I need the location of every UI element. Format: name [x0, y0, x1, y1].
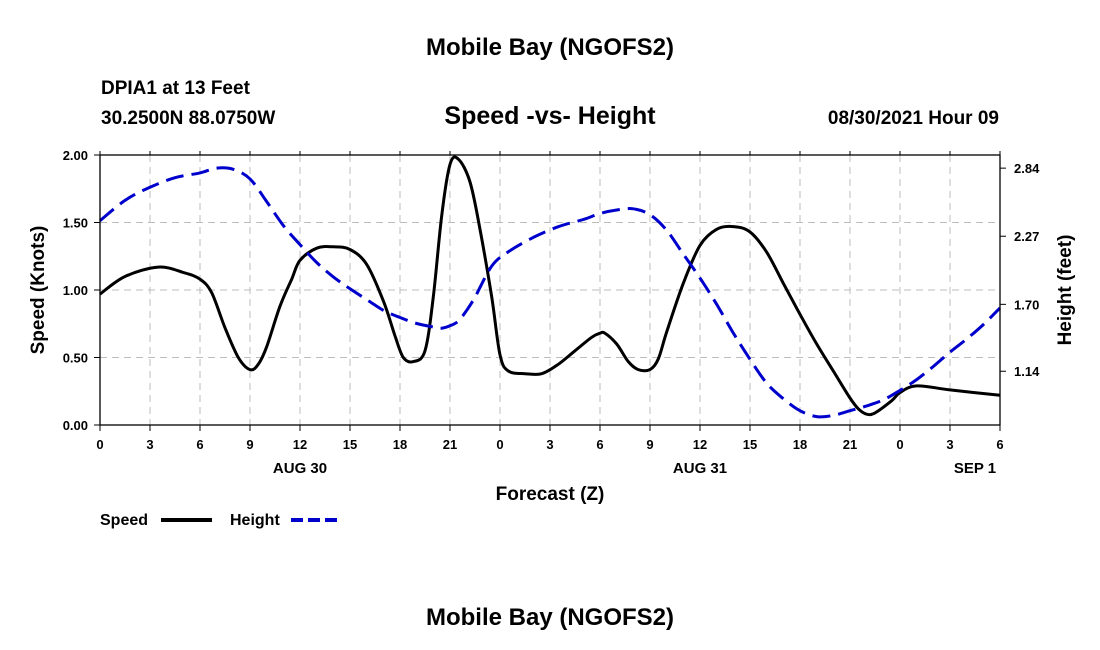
x-axis-label: Forecast (Z): [496, 484, 605, 505]
x-tick-label: 6: [196, 437, 203, 452]
x-date-label: AUG 31: [673, 460, 727, 477]
y-tick-label: 0.50: [63, 351, 88, 366]
x-date-label: AUG 30: [273, 460, 327, 477]
legend-speed-label: Speed: [100, 512, 148, 529]
x-tick-label: 15: [743, 437, 757, 452]
station-coordinates: 30.2500N 88.0750W: [101, 108, 275, 129]
y-tick-label: 1.50: [63, 216, 88, 231]
x-tick-label: 9: [246, 437, 253, 452]
y-axis-label: Speed (Knots): [28, 226, 49, 355]
forecast-datetime: 08/30/2021 Hour 09: [828, 108, 999, 129]
y2-tick-label: 2.84: [1014, 161, 1040, 176]
y-tick-label: 1.00: [63, 283, 88, 298]
x-tick-label: 6: [596, 437, 603, 452]
x-tick-label: 15: [343, 437, 357, 452]
x-tick-label: 3: [546, 437, 553, 452]
height-series-line: [99, 166, 1002, 419]
x-tick-label: 0: [496, 437, 503, 452]
axis-ticks: 0 3 6 9 12 15 18 21 0 3 6 9 12 15 18 21 0 3 6 AUG 30 AUG 31 S…: [63, 148, 1040, 477]
x-tick-label: 21: [843, 437, 857, 452]
y2-tick-label: 1.14: [1014, 364, 1040, 379]
y2-axis-label: Height (feet): [1055, 235, 1076, 346]
y2-tick-label: 1.70: [1014, 297, 1039, 312]
x-tick-label: 9: [646, 437, 653, 452]
x-tick-label: 3: [946, 437, 953, 452]
x-date-label: SEP 1: [954, 460, 996, 477]
y-tick-label: 2.00: [63, 148, 88, 163]
x-tick-label: 18: [393, 437, 407, 452]
series-layer: [99, 155, 1002, 419]
x-tick-label: 3: [146, 437, 153, 452]
x-tick-label: 12: [293, 437, 307, 452]
page-title-bottom: Mobile Bay (NGOFS2): [426, 604, 674, 631]
y2-tick-label: 2.27: [1014, 229, 1039, 244]
x-tick-label: 6: [996, 437, 1003, 452]
x-tick-label: 0: [96, 437, 103, 452]
x-tick-label: 0: [896, 437, 903, 452]
grid-lines: [100, 155, 1000, 425]
x-tick-label: 21: [443, 437, 457, 452]
x-tick-label: 18: [793, 437, 807, 452]
page-title-top: Mobile Bay (NGOFS2): [426, 34, 674, 61]
legend-height-label: Height: [230, 512, 280, 529]
x-tick-label: 12: [693, 437, 707, 452]
speed-series-line: [99, 155, 1001, 417]
chart-title: Speed -vs- Height: [444, 102, 656, 130]
y-tick-label: 0.00: [63, 418, 88, 433]
station-label: DPIA1 at 13 Feet: [101, 78, 251, 99]
